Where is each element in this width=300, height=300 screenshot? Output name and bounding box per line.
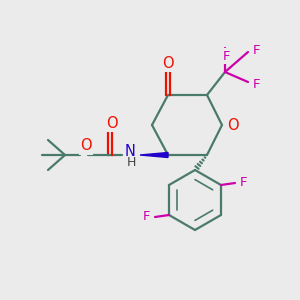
- Text: F: F: [142, 211, 150, 224]
- Text: F: F: [253, 44, 261, 56]
- Text: O: O: [162, 56, 174, 70]
- Text: N: N: [124, 145, 135, 160]
- Text: O: O: [227, 118, 239, 133]
- Text: O: O: [80, 139, 92, 154]
- Text: F: F: [253, 77, 261, 91]
- Text: F: F: [240, 176, 248, 190]
- Polygon shape: [140, 152, 168, 158]
- Text: O: O: [106, 116, 118, 130]
- Text: F: F: [223, 50, 231, 62]
- Text: H: H: [126, 157, 136, 169]
